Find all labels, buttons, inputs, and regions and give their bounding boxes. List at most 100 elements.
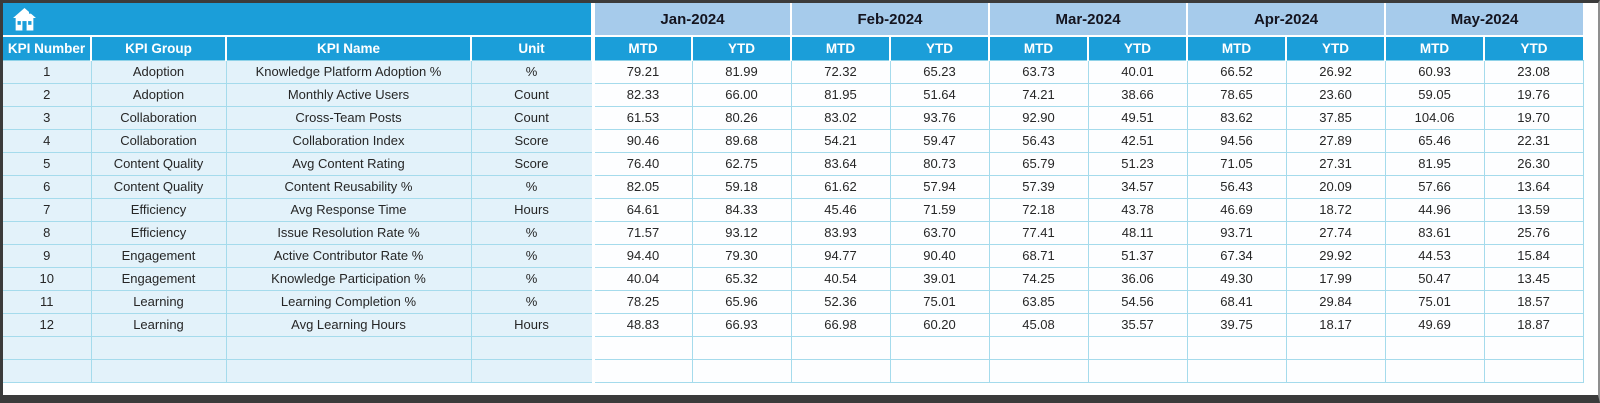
cell-value[interactable]: 74.21 (989, 83, 1089, 107)
cell-value[interactable]: 19.70 (1484, 106, 1584, 130)
cell-value[interactable]: 65.46 (1385, 129, 1485, 153)
cell-value[interactable]: 39.75 (1187, 313, 1287, 337)
cell-value[interactable]: 44.53 (1385, 244, 1485, 268)
cell-value[interactable]: 29.92 (1286, 244, 1386, 268)
cell-value[interactable] (1187, 359, 1287, 383)
month-header[interactable]: Jan-2024 (591, 3, 791, 37)
cell-kpi-number[interactable]: 11 (3, 290, 92, 314)
cell-kpi-number[interactable]: 4 (3, 129, 92, 153)
cell-kpi-name[interactable]: Avg Content Rating (226, 152, 472, 176)
cell-value[interactable]: 77.41 (989, 221, 1089, 245)
cell-value[interactable]: 66.00 (692, 83, 792, 107)
cell-value[interactable]: 93.76 (890, 106, 990, 130)
cell-kpi-group[interactable]: Learning (91, 313, 227, 337)
cell-value[interactable]: 68.71 (989, 244, 1089, 268)
cell-value[interactable] (692, 359, 792, 383)
cell-kpi-group[interactable]: Efficiency (91, 221, 227, 245)
cell-value[interactable] (1286, 336, 1386, 360)
cell-value[interactable]: 20.09 (1286, 175, 1386, 199)
cell-kpi-name[interactable]: Knowledge Participation % (226, 267, 472, 291)
subheader-ytd[interactable]: YTD (691, 36, 791, 61)
cell-value[interactable]: 68.41 (1187, 290, 1287, 314)
cell-value[interactable]: 79.30 (692, 244, 792, 268)
month-header[interactable]: May-2024 (1384, 3, 1584, 37)
cell-kpi-name[interactable]: Active Contributor Rate % (226, 244, 472, 268)
cell-value[interactable] (989, 359, 1089, 383)
cell-kpi-name[interactable]: Knowledge Platform Adoption % (226, 60, 472, 84)
cell-kpi-group[interactable]: Engagement (91, 244, 227, 268)
cell-value[interactable]: 82.33 (591, 83, 693, 107)
cell-value[interactable] (1385, 359, 1485, 383)
cell-kpi-number[interactable]: 9 (3, 244, 92, 268)
subheader-mtd[interactable]: MTD (1186, 36, 1287, 61)
cell-value[interactable]: 15.84 (1484, 244, 1584, 268)
cell-value[interactable]: 59.05 (1385, 83, 1485, 107)
cell-value[interactable]: 90.46 (591, 129, 693, 153)
cell-value[interactable]: 92.90 (989, 106, 1089, 130)
cell-value[interactable]: 90.40 (890, 244, 990, 268)
cell-kpi-name[interactable]: Cross-Team Posts (226, 106, 472, 130)
cell-value[interactable]: 37.85 (1286, 106, 1386, 130)
cell-value[interactable]: 23.08 (1484, 60, 1584, 84)
cell-value[interactable] (1286, 359, 1386, 383)
cell-value[interactable]: 22.31 (1484, 129, 1584, 153)
cell-value[interactable]: 40.04 (591, 267, 693, 291)
cell-value[interactable] (1484, 359, 1584, 383)
cell-value[interactable]: 63.70 (890, 221, 990, 245)
cell-value[interactable]: 50.47 (1385, 267, 1485, 291)
cell-value[interactable]: 71.59 (890, 198, 990, 222)
cell-value[interactable]: 75.01 (1385, 290, 1485, 314)
cell-value[interactable]: 43.78 (1088, 198, 1188, 222)
cell-kpi-number[interactable]: 2 (3, 83, 92, 107)
month-header[interactable]: Mar-2024 (988, 3, 1188, 37)
cell-kpi-name[interactable]: Content Reusability % (226, 175, 472, 199)
cell-value[interactable]: 71.05 (1187, 152, 1287, 176)
cell-value[interactable]: 51.64 (890, 83, 990, 107)
cell-kpi-name[interactable]: Learning Completion % (226, 290, 472, 314)
cell-value[interactable]: 67.34 (1187, 244, 1287, 268)
cell-value[interactable]: 49.69 (1385, 313, 1485, 337)
cell-value[interactable]: 45.08 (989, 313, 1089, 337)
cell-kpi-name[interactable] (226, 359, 472, 383)
cell-value[interactable]: 66.98 (791, 313, 891, 337)
cell-value[interactable]: 89.68 (692, 129, 792, 153)
cell-kpi-group[interactable]: Collaboration (91, 129, 227, 153)
cell-value[interactable]: 40.01 (1088, 60, 1188, 84)
cell-value[interactable] (791, 336, 891, 360)
cell-value[interactable]: 27.89 (1286, 129, 1386, 153)
cell-value[interactable]: 94.40 (591, 244, 693, 268)
cell-value[interactable]: 29.84 (1286, 290, 1386, 314)
cell-kpi-number[interactable]: 12 (3, 313, 92, 337)
cell-kpi-group[interactable]: Engagement (91, 267, 227, 291)
cell-kpi-number[interactable]: 8 (3, 221, 92, 245)
cell-value[interactable]: 83.64 (791, 152, 891, 176)
cell-unit[interactable]: % (471, 244, 595, 268)
cell-value[interactable]: 49.51 (1088, 106, 1188, 130)
cell-value[interactable]: 74.25 (989, 267, 1089, 291)
subheader-ytd[interactable]: YTD (888, 36, 990, 61)
cell-kpi-name[interactable]: Collaboration Index (226, 129, 472, 153)
cell-kpi-number[interactable]: 6 (3, 175, 92, 199)
column-header-kpi-name[interactable]: KPI Name (225, 36, 471, 61)
cell-value[interactable] (1088, 359, 1188, 383)
cell-value[interactable]: 93.71 (1187, 221, 1287, 245)
cell-kpi-name[interactable]: Avg Response Time (226, 198, 472, 222)
cell-unit[interactable]: Count (471, 83, 595, 107)
cell-kpi-number[interactable]: 10 (3, 267, 92, 291)
cell-value[interactable]: 65.23 (890, 60, 990, 84)
cell-value[interactable]: 81.95 (1385, 152, 1485, 176)
cell-value[interactable]: 35.57 (1088, 313, 1188, 337)
cell-value[interactable]: 57.39 (989, 175, 1089, 199)
cell-kpi-number[interactable] (3, 359, 92, 383)
cell-value[interactable]: 13.59 (1484, 198, 1584, 222)
subheader-mtd[interactable]: MTD (1384, 36, 1485, 61)
cell-value[interactable]: 26.30 (1484, 152, 1584, 176)
cell-value[interactable]: 42.51 (1088, 129, 1188, 153)
cell-value[interactable]: 48.11 (1088, 221, 1188, 245)
cell-value[interactable]: 39.01 (890, 267, 990, 291)
column-header-kpi-number[interactable]: KPI Number (3, 36, 91, 61)
cell-value[interactable] (1088, 336, 1188, 360)
cell-value[interactable]: 64.61 (591, 198, 693, 222)
cell-value[interactable]: 44.96 (1385, 198, 1485, 222)
cell-unit[interactable]: % (471, 267, 595, 291)
